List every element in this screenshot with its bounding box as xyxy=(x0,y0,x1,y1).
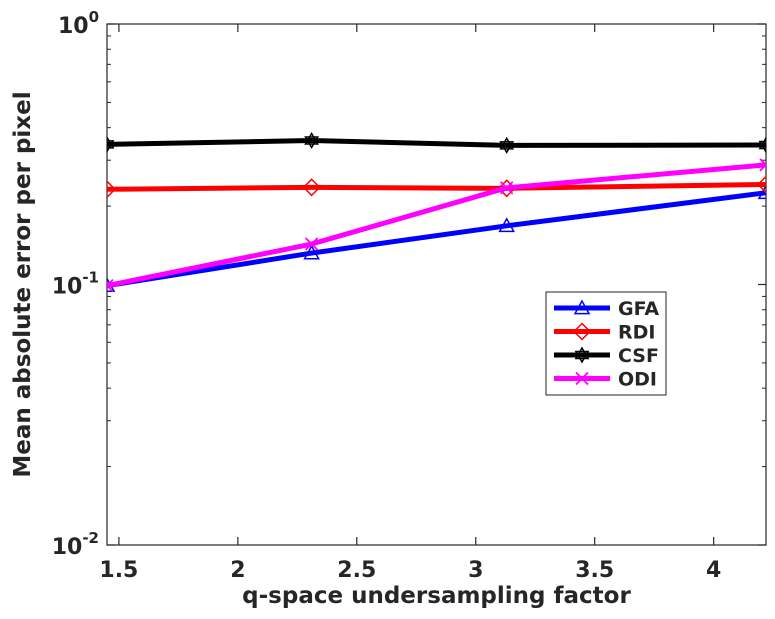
x-axis-ticks: 1.5 2 2.5 3 3.5 4 xyxy=(99,24,721,583)
series-csf-point xyxy=(107,135,115,153)
series-csf-line xyxy=(107,138,766,148)
series-odi-point xyxy=(107,279,114,293)
x-tick-label: 3.5 xyxy=(575,558,614,583)
series-layer xyxy=(107,132,766,293)
series-gfa-point xyxy=(303,244,320,260)
legend-gfa-label: GFA xyxy=(618,298,659,320)
axes-box xyxy=(106,23,767,546)
legend-gfa-marker xyxy=(573,299,591,315)
x-axis-label: q-space undersampling factor xyxy=(242,583,631,609)
series-csf-point xyxy=(758,136,766,154)
series-rdi-point xyxy=(302,178,321,197)
series-csf-point xyxy=(304,132,319,150)
x-tick-label: 4 xyxy=(706,558,721,583)
series-odi-line xyxy=(107,162,766,289)
series-csf-point xyxy=(499,136,515,154)
x-tick-label: 3 xyxy=(468,558,483,583)
series-gfa-line xyxy=(107,190,766,289)
series-rdi-point xyxy=(107,180,117,199)
series-rdi-point xyxy=(756,175,766,194)
legend-odi-label: ODI xyxy=(618,369,657,391)
y-axis-label: Mean absolute error per pixel xyxy=(10,91,36,477)
series-odi-point xyxy=(500,181,514,195)
series-odi-point xyxy=(304,237,319,251)
legend-odi-marker xyxy=(575,371,589,386)
legend-csf-marker xyxy=(574,346,590,364)
series-odi-point xyxy=(759,158,766,172)
plot-area xyxy=(106,23,767,546)
series-odi xyxy=(107,158,766,293)
x-tick-label: 2 xyxy=(230,558,245,583)
series-rdi-line xyxy=(107,182,766,192)
series-gfa-point xyxy=(498,217,515,233)
series-gfa-point xyxy=(757,184,766,200)
legend-rdi-marker xyxy=(572,322,592,341)
legend-rdi-label: RDI xyxy=(618,322,655,344)
legend-csf-label: CSF xyxy=(618,345,659,367)
x-tick-label: 1.5 xyxy=(99,558,138,583)
series-csf xyxy=(107,132,766,154)
y-axis-ticks: 100 10-1 10-2 xyxy=(52,8,766,560)
y-tick-label: 100 xyxy=(58,8,99,39)
x-tick-label: 2.5 xyxy=(337,558,376,583)
y-tick-label: 10-1 xyxy=(52,269,99,300)
y-tick-label: 10-2 xyxy=(52,529,99,560)
